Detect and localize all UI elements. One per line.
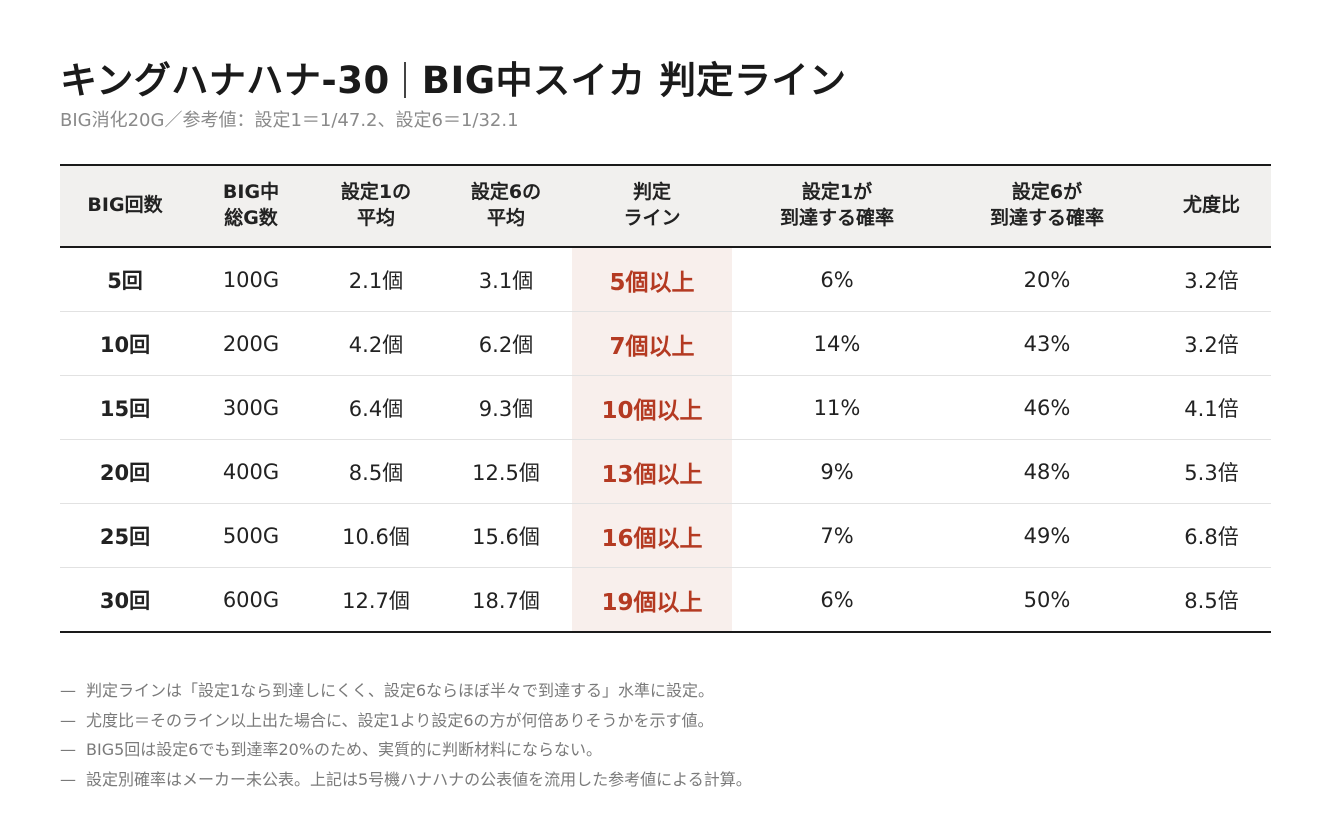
page-title: キングハナハナ-30 BIG中スイカ 判定ライン [60,50,846,104]
cell-setting6-avg: 9.3個 [440,375,572,440]
cell-likelihood-ratio: 8.5倍 [1152,567,1271,633]
cell-total-games: 100G [190,247,312,312]
col-header-setting1-avg: 設定1の 平均 [312,164,440,248]
cell-total-games: 300G [190,375,312,440]
cell-big-count: 15回 [60,375,190,440]
col-header-total-games: BIG中 総G数 [190,164,312,248]
cell-judgement-line: 5個以上 [572,247,732,312]
cell-big-count: 20回 [60,439,190,504]
cell-setting6-avg: 15.6個 [440,503,572,568]
cell-setting1-prob: 9% [732,439,942,504]
cell-likelihood-ratio: 4.1倍 [1152,375,1271,440]
cell-setting1-avg: 6.4個 [312,375,440,440]
title-divider [403,62,406,98]
title-main: キングハナハナ-30 [60,59,390,102]
col-header-setting6-avg: 設定6の 平均 [440,164,572,248]
footnote: — BIG5回は設定6でも到達率20%のため、実質的に判断材料にならない。 [60,735,752,765]
table-row: 25回 500G 10.6個 15.6個 16個以上 7% 49% 6.8倍 [60,503,1271,568]
col-header-big-count: BIG回数 [60,164,190,248]
cell-setting1-prob: 7% [732,503,942,568]
table-row: 15回 300G 6.4個 9.3個 10個以上 11% 46% 4.1倍 [60,375,1271,440]
cell-setting1-prob: 14% [732,311,942,376]
table-row: 5回 100G 2.1個 3.1個 5個以上 6% 20% 3.2倍 [60,247,1271,312]
cell-setting1-prob: 11% [732,375,942,440]
cell-big-count: 10回 [60,311,190,376]
cell-setting6-prob: 43% [942,311,1152,376]
note-dash: — [60,769,76,789]
cell-total-games: 400G [190,439,312,504]
cell-setting6-prob: 46% [942,375,1152,440]
col-header-setting1-prob: 設定1が 到達する確率 [732,164,942,248]
cell-judgement-line: 16個以上 [572,503,732,568]
cell-likelihood-ratio: 5.3倍 [1152,439,1271,504]
cell-judgement-line: 13個以上 [572,439,732,504]
table-row: 20回 400G 8.5個 12.5個 13個以上 9% 48% 5.3倍 [60,439,1271,504]
title-sub: BIG中スイカ 判定ライン [421,59,847,102]
cell-judgement-line: 19個以上 [572,567,732,633]
cell-setting1-prob: 6% [732,247,942,312]
cell-total-games: 200G [190,311,312,376]
footnote: — 設定別確率はメーカー未公表。上記は5号機ハナハナの公表値を流用した参考値による… [60,765,752,795]
cell-setting6-avg: 6.2個 [440,311,572,376]
footnote: — 判定ラインは「設定1なら到達しにくく、設定6ならほぼ半々で到達する」水準に設定… [60,676,752,706]
cell-big-count: 5回 [60,247,190,312]
cell-judgement-line: 7個以上 [572,311,732,376]
cell-total-games: 600G [190,567,312,633]
cell-setting1-prob: 6% [732,567,942,633]
table-row: 30回 600G 12.7個 18.7個 19個以上 6% 50% 8.5倍 [60,567,1271,633]
cell-setting1-avg: 10.6個 [312,503,440,568]
col-header-judgement-line: 判定 ライン [572,164,732,248]
cell-judgement-line: 10個以上 [572,375,732,440]
cell-setting1-avg: 2.1個 [312,247,440,312]
table-row: 10回 200G 4.2個 6.2個 7個以上 14% 43% 3.2倍 [60,311,1271,376]
cell-likelihood-ratio: 6.8倍 [1152,503,1271,568]
table-header-row: BIG回数 BIG中 総G数 設定1の 平均 設定6の 平均 判定 ライン 設定1が 到達… [60,164,1271,248]
cell-setting1-avg: 12.7個 [312,567,440,633]
cell-likelihood-ratio: 3.2倍 [1152,247,1271,312]
cell-total-games: 500G [190,503,312,568]
cell-likelihood-ratio: 3.2倍 [1152,311,1271,376]
note-dash: — [60,710,76,730]
cell-setting6-prob: 50% [942,567,1152,633]
cell-setting6-prob: 20% [942,247,1152,312]
footnote: — 尤度比＝そのライン以上出た場合に、設定1より設定6の方が何倍ありそうかを示す値… [60,706,752,736]
note-dash: — [60,740,76,759]
cell-setting6-prob: 48% [942,439,1152,504]
col-header-likelihood-ratio: 尤度比 [1152,164,1271,248]
cell-setting6-avg: 3.1個 [440,247,572,312]
cell-big-count: 25回 [60,503,190,568]
cell-setting1-avg: 8.5個 [312,439,440,504]
page-subtitle: BIG消化20G／参考値：設定1＝1/47.2、設定6＝1/32.1 [60,110,519,131]
judgement-table: BIG回数 BIG中 総G数 設定1の 平均 設定6の 平均 判定 ライン 設定1が 到達… [60,164,1271,633]
col-header-setting6-prob: 設定6が 到達する確率 [942,164,1152,248]
footnotes: — 判定ラインは「設定1なら到達しにくく、設定6ならほぼ半々で到達する」水準に設定… [60,676,752,794]
note-dash: — [60,681,76,700]
cell-setting6-avg: 12.5個 [440,439,572,504]
cell-setting6-prob: 49% [942,503,1152,568]
cell-big-count: 30回 [60,567,190,633]
cell-setting1-avg: 4.2個 [312,311,440,376]
cell-setting6-avg: 18.7個 [440,567,572,633]
